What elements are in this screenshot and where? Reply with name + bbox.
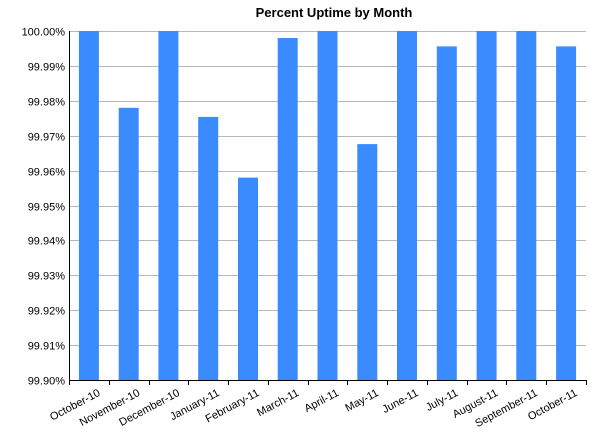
y-tick-label: 99.99% (28, 62, 66, 74)
bar (78, 31, 99, 380)
bar (357, 144, 378, 380)
x-tick-label: May-11 (343, 387, 380, 414)
y-tick-label: 99.96% (28, 167, 66, 179)
x-tick-label: March-11 (255, 387, 301, 419)
x-tick-label: April-11 (303, 387, 341, 415)
bars (78, 31, 577, 381)
bar (397, 31, 417, 380)
y-tick-label: 100.00% (22, 27, 66, 39)
y-tick-label: 99.90% (28, 376, 66, 388)
y-tick-label: 99.91% (28, 341, 66, 353)
y-tick-label: 99.97% (28, 132, 66, 144)
bar (198, 116, 219, 381)
bar (118, 107, 139, 381)
bar (476, 31, 497, 380)
y-tick-label: 99.93% (28, 271, 66, 283)
bar (436, 46, 457, 381)
y-tick-label: 99.95% (28, 202, 66, 214)
bar (317, 31, 338, 380)
bar (516, 31, 537, 380)
y-tick-labels: 99.90% 99.91% 99.92% 99.93% 99.94% 99.95% 99.9… (22, 27, 66, 388)
bar (556, 46, 577, 381)
chart-title: Percent Uptime by Month (256, 5, 413, 20)
bar (277, 38, 298, 380)
y-tick-label: 99.98% (28, 97, 66, 109)
y-tick-label: 99.92% (28, 306, 66, 318)
x-tick-labels: October-10November-10December-10January-… (48, 387, 579, 430)
x-tick-label: June-11 (380, 387, 420, 416)
bar (238, 177, 258, 380)
bar (158, 31, 179, 380)
y-tick-label: 99.94% (28, 236, 66, 248)
axes (69, 31, 587, 385)
